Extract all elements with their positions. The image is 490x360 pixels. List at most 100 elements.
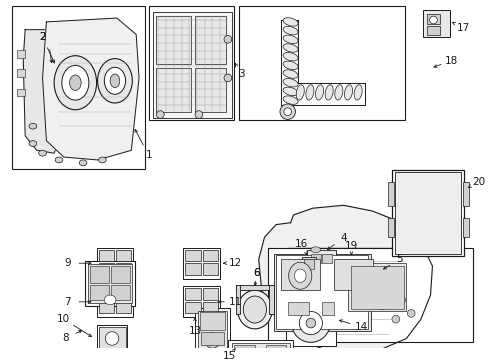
Bar <box>304 259 314 269</box>
Bar <box>185 302 201 314</box>
Ellipse shape <box>316 85 323 100</box>
Bar <box>322 253 332 263</box>
Ellipse shape <box>104 295 116 305</box>
Text: 6: 6 <box>253 268 260 278</box>
Ellipse shape <box>311 247 320 253</box>
Bar <box>116 302 131 314</box>
Bar <box>334 259 372 290</box>
Ellipse shape <box>238 290 272 329</box>
Ellipse shape <box>294 269 306 283</box>
Text: 18: 18 <box>445 55 458 66</box>
Text: 17: 17 <box>457 23 470 33</box>
Bar <box>97 325 127 352</box>
Bar <box>90 266 109 283</box>
Ellipse shape <box>392 315 400 323</box>
Text: 3: 3 <box>238 69 245 79</box>
Bar <box>148 6 234 120</box>
Bar <box>423 10 450 37</box>
Text: 10: 10 <box>57 314 71 324</box>
Bar <box>203 263 218 275</box>
Bar <box>269 248 473 342</box>
Ellipse shape <box>70 75 81 90</box>
Text: 9: 9 <box>64 258 71 268</box>
Bar <box>270 285 274 314</box>
Polygon shape <box>43 18 139 160</box>
Text: 6: 6 <box>253 268 260 278</box>
Text: 11: 11 <box>229 297 242 307</box>
Bar <box>322 302 334 315</box>
Ellipse shape <box>224 74 232 82</box>
Text: 8: 8 <box>62 333 69 343</box>
Ellipse shape <box>98 59 132 103</box>
Text: 13: 13 <box>189 326 202 336</box>
Ellipse shape <box>39 150 47 156</box>
Bar <box>307 250 336 271</box>
Ellipse shape <box>283 87 298 96</box>
Bar <box>427 14 440 24</box>
Ellipse shape <box>407 310 415 317</box>
Bar <box>200 312 225 330</box>
Ellipse shape <box>306 85 314 100</box>
Bar <box>267 345 286 360</box>
Bar <box>274 253 371 331</box>
Ellipse shape <box>55 157 63 163</box>
Ellipse shape <box>62 66 89 100</box>
Ellipse shape <box>296 85 304 100</box>
Ellipse shape <box>354 85 362 100</box>
Ellipse shape <box>29 141 37 147</box>
Text: 14: 14 <box>354 322 368 332</box>
Ellipse shape <box>306 318 316 328</box>
Ellipse shape <box>430 16 437 24</box>
Ellipse shape <box>254 355 268 360</box>
Bar <box>195 68 226 112</box>
Ellipse shape <box>329 266 358 285</box>
Ellipse shape <box>247 349 274 360</box>
Ellipse shape <box>156 111 164 118</box>
Text: 4: 4 <box>341 233 347 243</box>
Text: 5: 5 <box>396 255 403 264</box>
Bar <box>85 261 135 306</box>
Bar <box>201 332 224 345</box>
Ellipse shape <box>110 74 120 87</box>
Text: 19: 19 <box>345 241 358 251</box>
Bar <box>185 288 201 300</box>
Ellipse shape <box>283 96 298 104</box>
Bar <box>98 302 114 314</box>
Ellipse shape <box>283 44 298 52</box>
Ellipse shape <box>280 104 295 120</box>
Ellipse shape <box>325 85 333 100</box>
Ellipse shape <box>195 111 203 118</box>
Bar <box>97 248 133 279</box>
Ellipse shape <box>344 85 352 100</box>
Bar <box>388 218 394 237</box>
Bar <box>198 311 227 349</box>
Bar <box>361 269 382 284</box>
Polygon shape <box>23 30 59 153</box>
Text: 12: 12 <box>229 258 242 268</box>
Bar <box>97 286 133 317</box>
Bar <box>18 69 25 77</box>
Ellipse shape <box>244 296 267 323</box>
Ellipse shape <box>54 56 97 110</box>
Bar <box>195 307 230 352</box>
Bar <box>228 341 294 360</box>
Bar <box>183 286 220 317</box>
Ellipse shape <box>292 304 330 342</box>
Bar <box>156 68 191 112</box>
Ellipse shape <box>299 311 322 335</box>
Bar <box>395 172 462 253</box>
Bar <box>90 285 109 300</box>
Text: 2: 2 <box>39 32 46 42</box>
Ellipse shape <box>283 18 298 26</box>
Bar <box>236 285 241 314</box>
Bar <box>12 6 145 168</box>
Ellipse shape <box>335 85 343 100</box>
Bar <box>98 263 114 275</box>
Ellipse shape <box>283 78 298 87</box>
Bar <box>281 259 319 290</box>
Ellipse shape <box>284 108 292 116</box>
Bar <box>116 250 131 261</box>
Bar <box>311 253 320 263</box>
Ellipse shape <box>79 160 87 166</box>
Ellipse shape <box>398 296 405 304</box>
